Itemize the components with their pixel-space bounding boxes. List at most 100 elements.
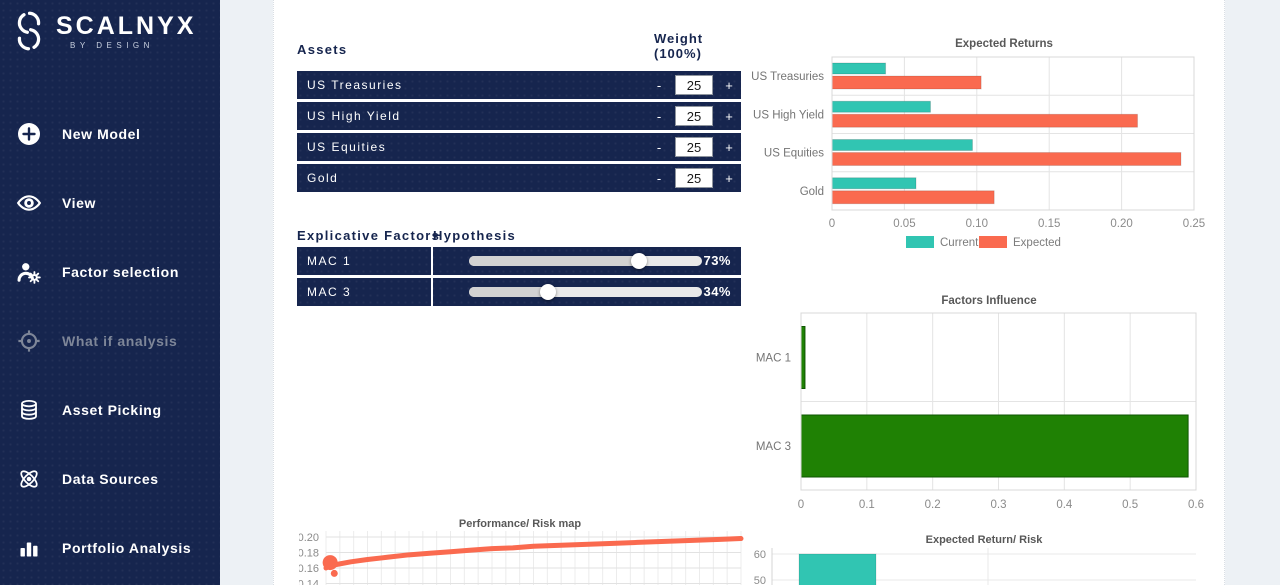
performance-risk-map-chart: Performance/ Risk map 0.20 0.18 0.16 0.14 [298,515,749,585]
hypothesis-title: Hypothesis [433,228,517,243]
increment-button[interactable]: + [723,109,735,124]
sidebar: SCALNYX BY DESIGN New Model View Factor … [0,0,220,585]
svg-text:0: 0 [829,218,835,230]
sidebar-item-new-model[interactable]: New Model [0,117,220,151]
slider-track[interactable] [469,284,702,300]
weight-control: - + [653,102,735,130]
weight-header-line2: (100%) [654,46,702,61]
asset-name: US High Yield [307,109,401,123]
svg-text:Gold: Gold [800,186,824,198]
asset-name: US Equities [307,140,387,154]
svg-text:0.10: 0.10 [966,218,988,230]
brand-name: SCALNYX [56,12,197,40]
factors-influence-chart: Factors Influence 0 0.1 0.2 0.3 0.4 0.5 0.6 MAC … [749,290,1209,525]
slider-fill [469,287,549,297]
atom-icon [15,466,42,492]
target-icon [15,328,42,354]
svg-text:0.05: 0.05 [893,218,915,230]
weight-input[interactable] [675,168,713,188]
asset-row: Gold - + [297,164,741,192]
weight-header-line1: Weight [654,31,704,46]
weight-control: - + [653,133,735,161]
cell-divider [431,247,433,275]
weight-input[interactable] [675,137,713,157]
sidebar-item-label: Asset Picking [62,402,162,418]
factor-slider[interactable] [469,253,702,269]
sidebar-item-asset-picking[interactable]: Asset Picking [0,393,220,427]
main-content: Assets Weight (100%) US Treasuries - + U… [273,0,1225,585]
cell-divider [431,278,433,306]
svg-text:US Treasuries: US Treasuries [751,71,824,83]
expected-return-risk-chart: Expected Return/ Risk 60 50 [749,530,1209,585]
weight-control: - + [653,71,735,99]
svg-text:0.18: 0.18 [299,548,319,560]
scalnyx-logo-icon [17,11,41,51]
sidebar-item-portfolio-analysis[interactable]: Portfolio Analysis [0,531,220,565]
sidebar-item-factor-selection[interactable]: Factor selection [0,255,220,289]
decrement-button[interactable]: - [653,78,665,93]
sidebar-item-label: Factor selection [62,264,179,280]
sidebar-item-view[interactable]: View [0,186,220,220]
increment-button[interactable]: + [723,140,735,155]
svg-text:US Equities: US Equities [764,148,824,160]
svg-text:Current: Current [940,237,979,249]
svg-text:0.6: 0.6 [1188,499,1204,511]
slider-thumb[interactable] [631,253,648,269]
slider-thumb[interactable] [540,284,557,300]
sidebar-item-label: New Model [62,126,141,142]
eye-icon [15,190,42,216]
svg-text:60: 60 [754,549,766,561]
weight-input[interactable] [675,106,713,126]
asset-name: Gold [307,171,339,185]
weight-column-header: Weight (100%) [654,31,703,61]
svg-text:US High Yield: US High Yield [753,109,824,121]
svg-text:0.3: 0.3 [991,499,1007,511]
svg-text:Performance/ Risk map: Performance/ Risk map [459,518,582,530]
explicative-factors-title: Explicative Factors [297,228,441,243]
decrement-button[interactable]: - [653,109,665,124]
decrement-button[interactable]: - [653,140,665,155]
svg-text:0.25: 0.25 [1183,218,1205,230]
factor-name: MAC 3 [307,285,352,299]
svg-text:MAC 3: MAC 3 [756,441,791,453]
slider-track[interactable] [469,253,702,269]
factor-row: MAC 1 73% [297,247,741,275]
svg-text:0.5: 0.5 [1122,499,1138,511]
sidebar-item-what-if-analysis[interactable]: What if analysis [0,324,220,358]
svg-text:0: 0 [798,499,804,511]
factor-slider[interactable] [469,284,702,300]
asset-name: US Treasuries [307,78,403,92]
asset-row: US Treasuries - + [297,71,741,99]
svg-text:50: 50 [754,575,766,585]
increment-button[interactable]: + [723,171,735,186]
sidebar-item-data-sources[interactable]: Data Sources [0,462,220,496]
coins-icon [15,398,42,422]
svg-text:Expected: Expected [1013,237,1061,249]
svg-text:0.15: 0.15 [1038,218,1060,230]
user-gear-icon [15,259,42,285]
sidebar-item-label: View [62,195,97,211]
svg-text:0.16: 0.16 [299,563,319,575]
decrement-button[interactable]: - [653,171,665,186]
svg-text:0.20: 0.20 [1110,218,1132,230]
svg-text:0.4: 0.4 [1056,499,1073,511]
increment-button[interactable]: + [723,78,735,93]
factor-percent: 34% [703,284,731,299]
factor-percent: 73% [703,253,731,268]
svg-text:Expected Return/ Risk: Expected Return/ Risk [926,534,1044,546]
expected-returns-chart: Expected Returns 0 0.05 0.10 0.15 0.20 0.25 US … [749,30,1209,280]
svg-text:0.20: 0.20 [299,532,319,544]
svg-text:0.14: 0.14 [299,579,319,585]
sidebar-item-label: Data Sources [62,471,159,487]
svg-text:MAC 1: MAC 1 [756,352,791,364]
slider-fill [469,256,640,266]
weight-input[interactable] [675,75,713,95]
svg-text:Expected Returns: Expected Returns [955,38,1053,50]
sidebar-item-label: Portfolio Analysis [62,540,192,556]
svg-text:Factors Influence: Factors Influence [941,295,1036,307]
factor-name: MAC 1 [307,254,352,268]
asset-row: US High Yield - + [297,102,741,130]
brand-tagline: BY DESIGN [70,41,154,50]
bar-chart-icon [15,536,42,560]
weight-control: - + [653,164,735,192]
